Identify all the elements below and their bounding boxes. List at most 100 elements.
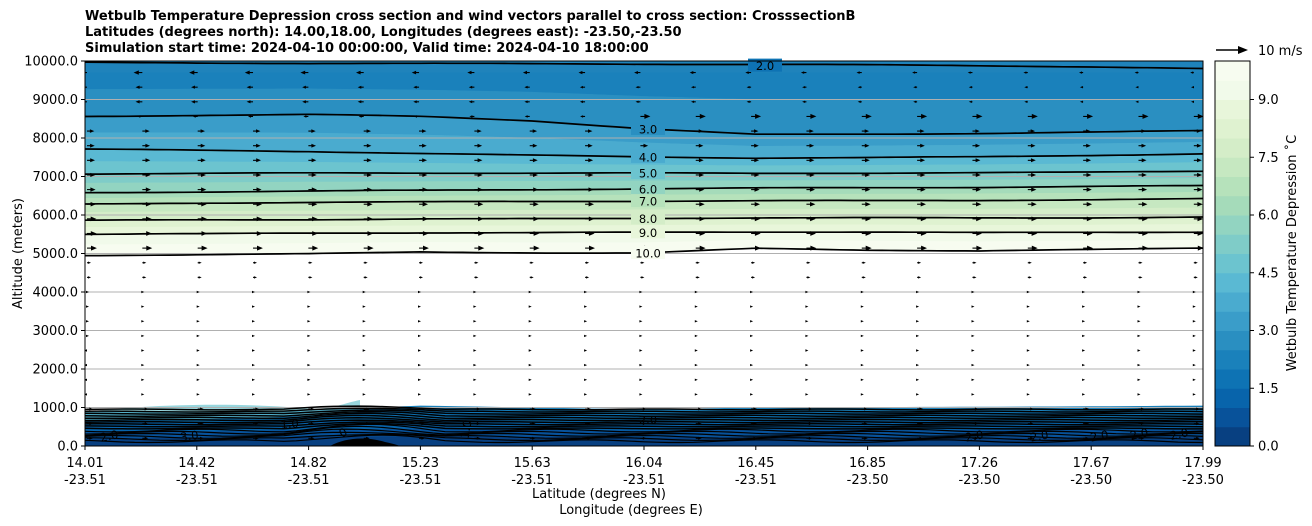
- wind-vector: [916, 393, 920, 396]
- wind-vector-head: [973, 261, 977, 264]
- wind-vector: [142, 187, 151, 192]
- wind-vector-head: [639, 349, 643, 352]
- wind-vector: [474, 202, 484, 207]
- wind-vector-head: [809, 158, 815, 163]
- wind-vector-head: [639, 363, 643, 367]
- wind-vector: [1193, 143, 1202, 148]
- colorbar-segment: [1215, 176, 1250, 197]
- wind-vector-head: [1031, 113, 1038, 119]
- wind-vector-head: [916, 305, 920, 308]
- wind-vector-head: [1197, 113, 1203, 119]
- wind-vector: [419, 202, 428, 207]
- wind-vector-head: [532, 436, 536, 440]
- wind-vector-head: [699, 172, 705, 177]
- wind-vector-head: [1086, 143, 1091, 148]
- wind-vector-head: [694, 290, 698, 294]
- axis-layer: 0.0 1000.0 2000.0 3000.0 4000.0 5000.0 6000.0 7…: [11, 55, 1224, 519]
- wind-vector-head: [524, 115, 528, 118]
- wind-vector: [142, 158, 151, 163]
- wind-vector: [192, 115, 198, 118]
- wind-vector: [917, 422, 924, 426]
- wind-vector: [253, 216, 263, 222]
- wind-vector: [1027, 245, 1038, 251]
- wind-vector: [971, 349, 975, 352]
- wind-vector-head: [588, 172, 594, 177]
- wind-vector-head: [807, 276, 811, 279]
- x-tick-label-lon: -23.50: [1182, 473, 1224, 488]
- wind-vector-head: [805, 363, 809, 367]
- wind-vector: [363, 407, 370, 411]
- wind-vector-head: [201, 231, 208, 236]
- wind-vector-head: [588, 129, 593, 133]
- wind-vector-head: [1192, 334, 1196, 338]
- wind-vector: [967, 71, 973, 74]
- wind-vector-head: [528, 320, 532, 323]
- wind-vector-head: [418, 320, 421, 323]
- wind-vector-head: [302, 100, 306, 104]
- wind-vector-head: [137, 115, 141, 118]
- wind-vector-head: [362, 305, 366, 308]
- wind-vector: [308, 143, 316, 148]
- wind-vector: [473, 393, 477, 396]
- wind-vector: [751, 187, 760, 192]
- wind-vector: [418, 334, 421, 338]
- x-tick-label-lat: 14.82: [290, 456, 327, 471]
- wind-vector: [1138, 172, 1147, 177]
- wind-vector: [1193, 261, 1198, 264]
- wind-vector-head: [1191, 100, 1194, 103]
- wind-vector: [528, 305, 532, 308]
- wind-vector-head: [1192, 378, 1196, 381]
- wind-vector: [529, 158, 538, 163]
- wind-vector-head: [1026, 334, 1030, 338]
- wind-vector-head: [802, 100, 806, 103]
- wind-vector: [1027, 422, 1034, 426]
- wind-vector-head: [144, 422, 149, 426]
- wind-vector: [802, 86, 807, 89]
- wind-vector: [1193, 172, 1203, 177]
- wind-vector: [411, 70, 420, 75]
- wind-vector: [1138, 261, 1143, 264]
- wind-vector-head: [307, 334, 311, 338]
- wind-vector-head: [420, 261, 423, 264]
- wind-vector-head: [921, 113, 928, 119]
- wind-vector: [473, 363, 477, 367]
- wind-vector: [917, 231, 927, 236]
- wind-vector-head: [919, 436, 924, 440]
- wind-vector: [1083, 436, 1090, 440]
- wind-vector: [196, 290, 200, 294]
- wind-vector: [694, 320, 698, 323]
- wind-vector: [419, 245, 429, 251]
- wind-vector: [585, 202, 594, 207]
- wind-vector-head: [89, 422, 93, 426]
- wind-vector: [695, 143, 704, 148]
- colorbar-segment: [1215, 215, 1250, 235]
- wind-vector: [197, 129, 205, 133]
- colorbar-tick-label: 9.0: [1258, 93, 1279, 108]
- wind-vector: [246, 100, 254, 104]
- wind-vector: [916, 305, 920, 308]
- wind-vector: [362, 334, 366, 338]
- contour-label-bg: [631, 211, 665, 225]
- wind-vector-head: [90, 216, 97, 222]
- wind-vector-head: [356, 70, 361, 75]
- wind-vector-head: [920, 187, 926, 192]
- wind-vector: [694, 334, 698, 338]
- wind-vector: [87, 245, 97, 251]
- wind-vector: [197, 143, 206, 148]
- wind-vector-head: [808, 422, 813, 426]
- wind-vector-head: [754, 187, 760, 192]
- chart-title: Wetbulb Temperature Depression cross sec…: [85, 9, 855, 57]
- wind-vector: [1083, 231, 1093, 236]
- wind-vector: [640, 261, 645, 264]
- contour-line: [85, 431, 1203, 439]
- wind-vector: [1137, 290, 1141, 294]
- wind-vector-head: [1194, 261, 1198, 264]
- wind-vector: [87, 129, 95, 133]
- wind-vector: [580, 115, 586, 118]
- wind-vector: [528, 349, 532, 352]
- wind-vector: [1138, 407, 1145, 411]
- wind-vector-head: [1192, 393, 1196, 396]
- wind-vector: [805, 393, 809, 396]
- wind-vector: [197, 187, 207, 192]
- x-tick-label-lat: 17.67: [1073, 456, 1110, 471]
